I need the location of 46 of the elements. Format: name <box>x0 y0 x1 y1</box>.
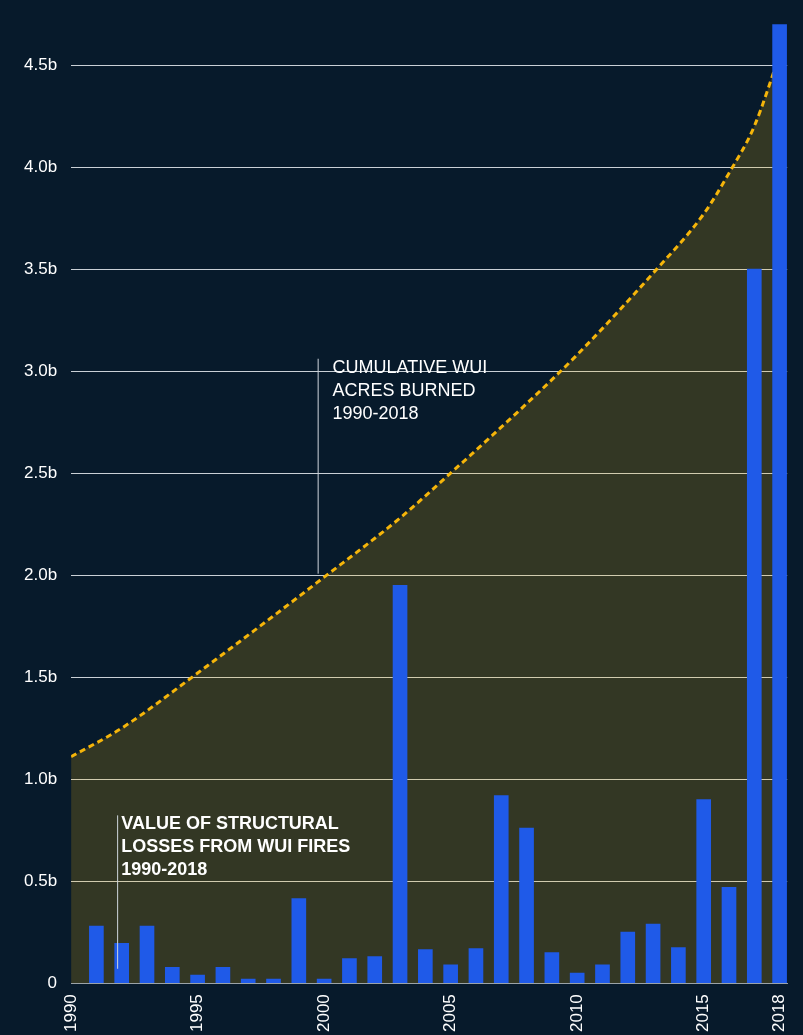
bar <box>316 978 332 984</box>
y-tick-label: 0.5b <box>23 870 58 890</box>
bar <box>367 956 383 984</box>
y-tick-label: 1.0b <box>23 768 58 788</box>
bar <box>291 898 307 984</box>
x-tick-label: 2015 <box>693 994 713 1033</box>
y-tick-label: 4.5b <box>23 54 58 74</box>
x-tick-label: 2005 <box>440 994 460 1033</box>
bar <box>493 795 509 984</box>
y-tick-label: 4.0b <box>23 156 58 176</box>
bar <box>671 947 686 984</box>
x-tick-label: 2000 <box>313 994 333 1033</box>
y-tick-label: 3.5b <box>23 258 58 278</box>
bar <box>392 584 408 984</box>
bar <box>164 966 180 984</box>
bar <box>190 974 205 984</box>
bar <box>696 799 712 984</box>
bar <box>721 886 737 984</box>
y-tick-label: 3.0b <box>23 360 58 380</box>
bar <box>595 964 610 984</box>
bar <box>418 949 433 984</box>
bar <box>620 931 636 984</box>
bar <box>342 958 357 984</box>
bar <box>772 24 787 984</box>
bar <box>645 923 661 984</box>
bar <box>519 827 534 984</box>
y-tick-label: 2.5b <box>23 462 58 482</box>
bar <box>443 964 458 984</box>
bar <box>215 966 231 984</box>
x-tick-label: 1995 <box>187 994 207 1033</box>
bar <box>89 925 104 984</box>
bar <box>569 972 585 984</box>
bar <box>114 943 130 984</box>
x-tick-label: 1990 <box>60 994 80 1033</box>
y-tick-label: 2.0b <box>23 564 58 584</box>
bar <box>139 925 155 984</box>
y-tick-label: 0 <box>47 972 58 992</box>
bar <box>240 978 256 984</box>
bar <box>266 978 281 984</box>
text: VALUE OF STRUCTURAL LOSSES FROM WUI FIRES 1990-2018 <box>121 813 351 880</box>
bar <box>746 268 762 984</box>
y-tick-label: 1.5b <box>23 666 58 686</box>
bar <box>468 948 484 984</box>
bar <box>544 952 560 984</box>
x-tick-label: 2018 <box>769 994 789 1033</box>
x-tick-label: 2010 <box>566 994 586 1033</box>
